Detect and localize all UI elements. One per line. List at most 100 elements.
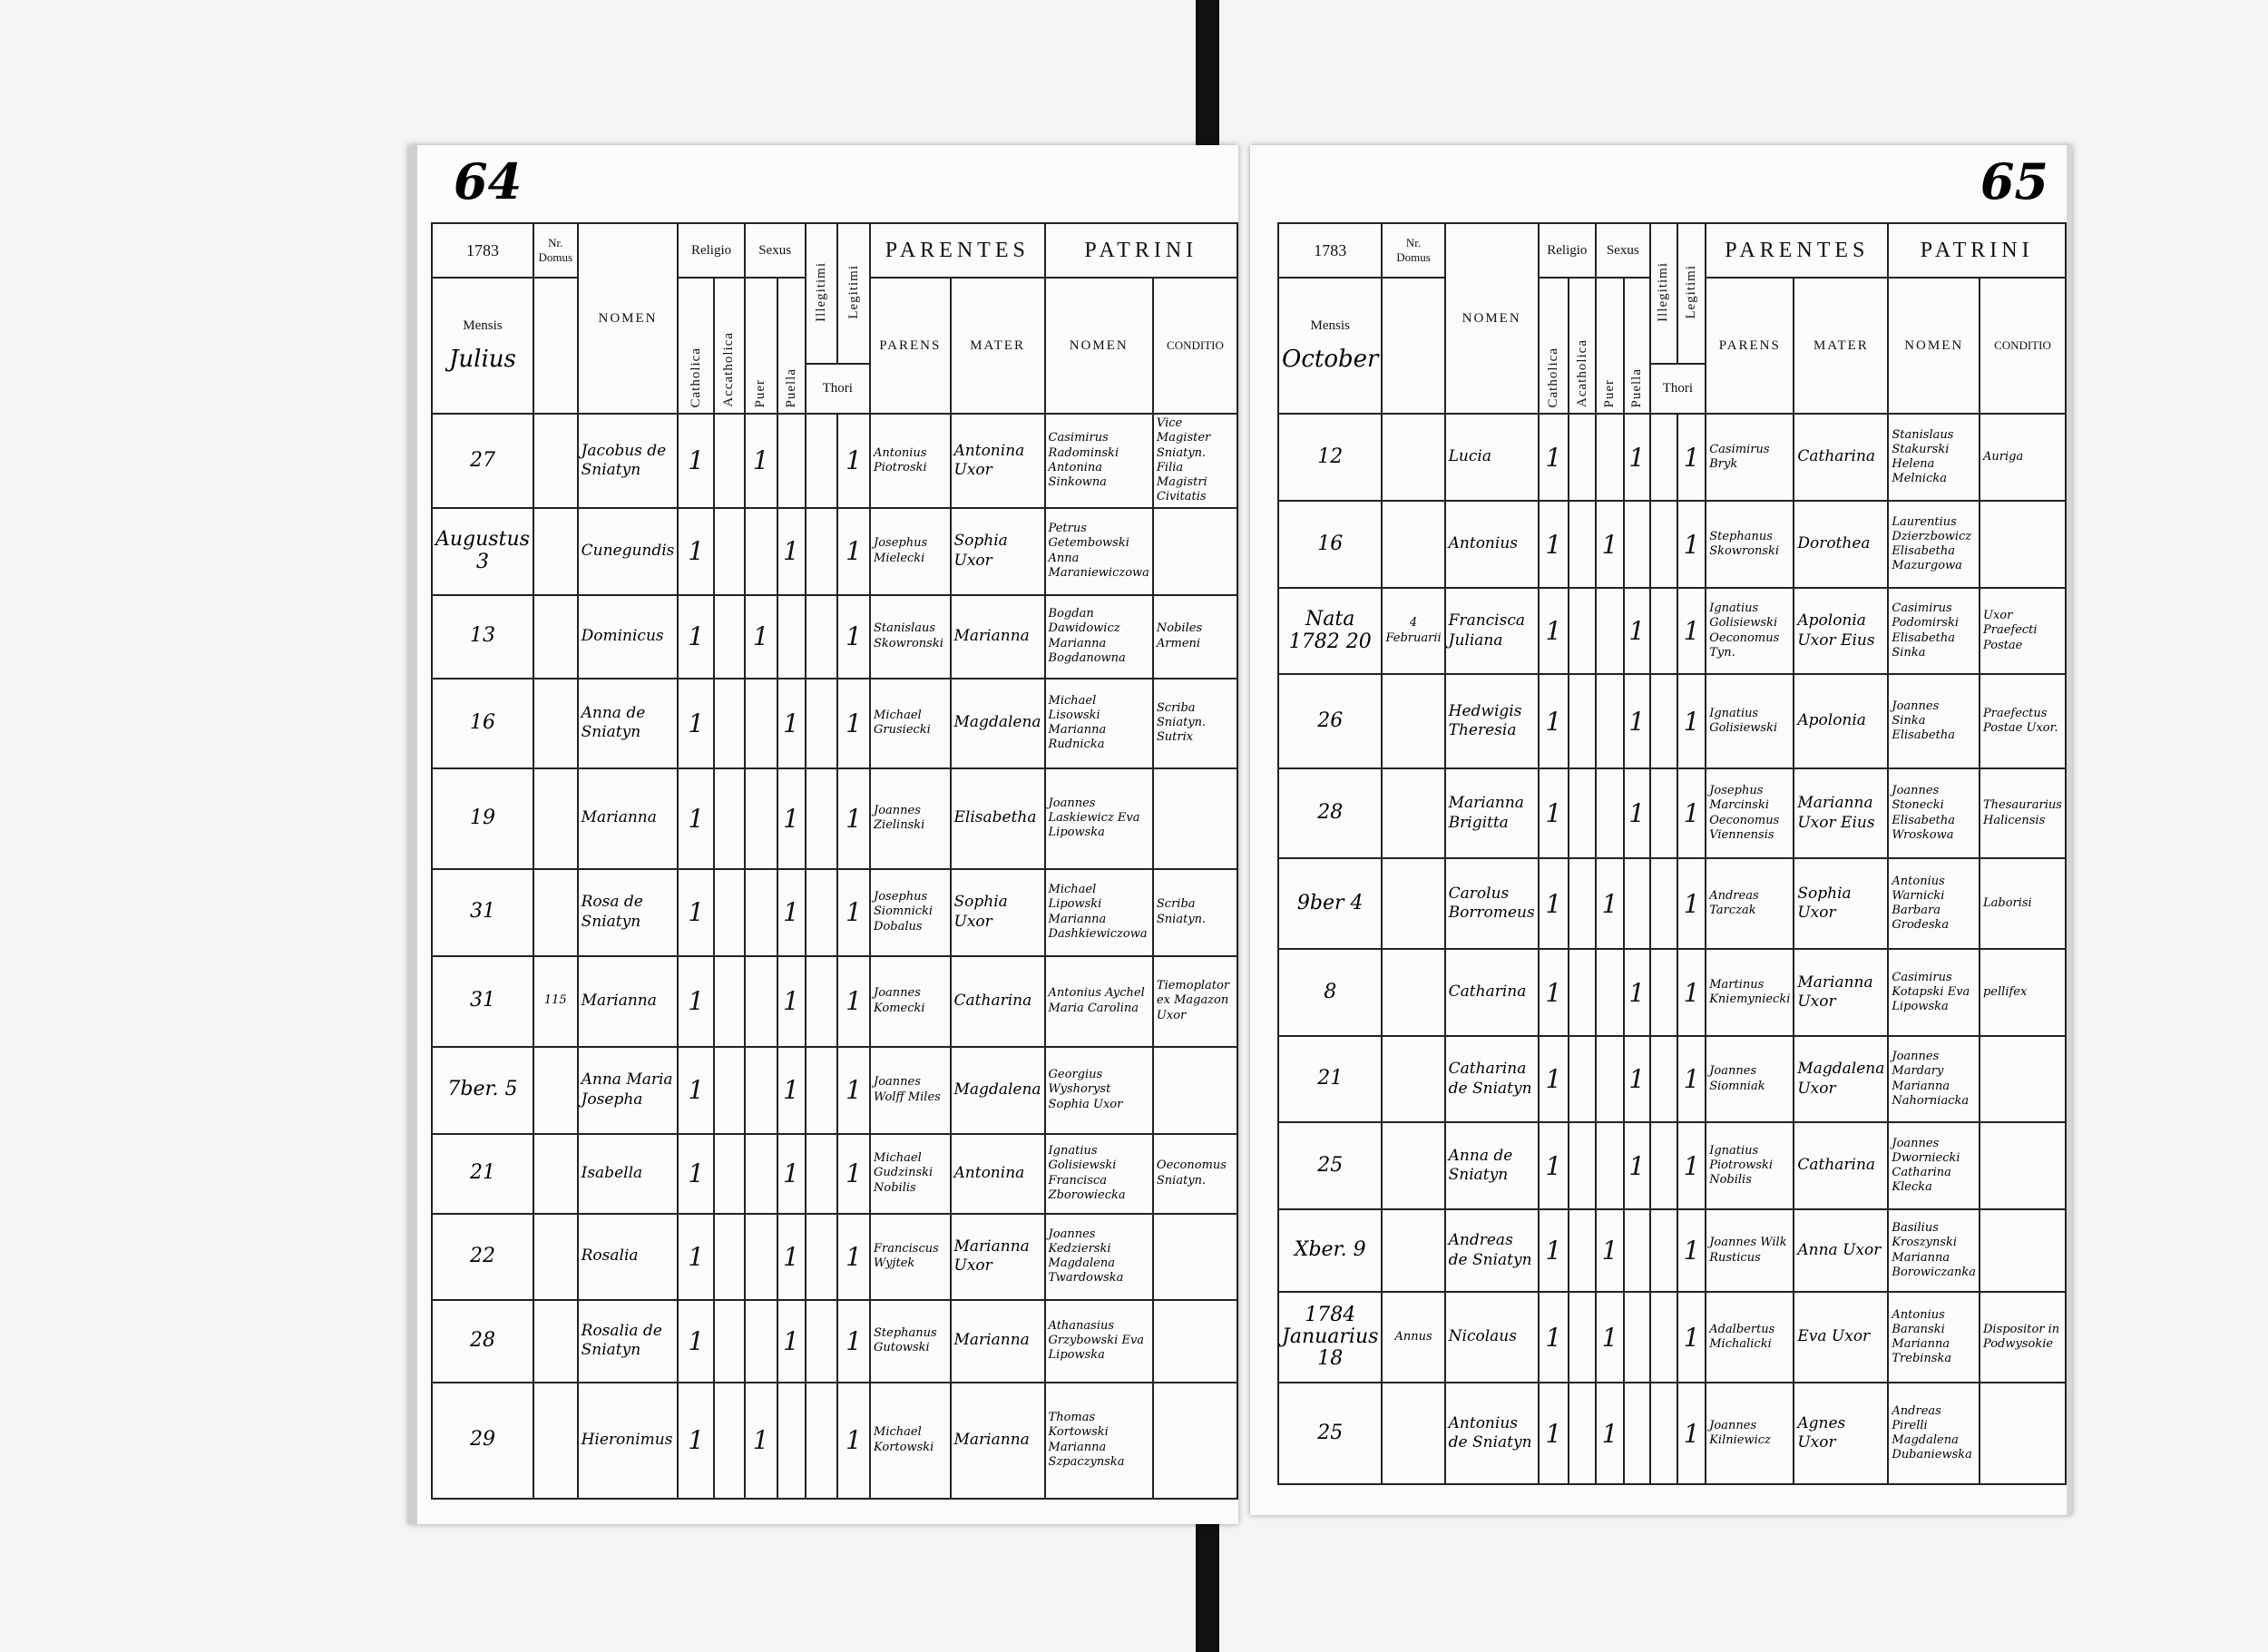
entry-puella: 1	[776, 1212, 807, 1301]
entry-day: 21	[431, 1132, 534, 1215]
nr-domus-header: Nr. Domus	[1381, 222, 1446, 279]
entry-catholica: 1	[1537, 1121, 1570, 1210]
register-entry-row: 22 Rosalia 1 1 1 Franciscus Wyjtek Marianna Ux…	[431, 1212, 1239, 1301]
entry-domus	[532, 506, 579, 596]
conditio-header: CONDITIO	[1151, 277, 1239, 415]
acatholica-header-label: Acatholica	[1574, 339, 1589, 407]
catholica-header-label: Catholica	[688, 347, 703, 407]
register-entry-row: 9ber 4 Carolus Borromeus 1 1 1 Andreas Tarcza…	[1276, 857, 2068, 950]
entry-mater: Marianna	[949, 1381, 1046, 1500]
entry-day: 16	[1276, 500, 1383, 589]
entry-parens: Joannes Kilniewicz	[1705, 1382, 1795, 1485]
entry-nomen: Andreas de Sniatyn	[1443, 1208, 1540, 1293]
entry-conditio	[1978, 1382, 2068, 1485]
entry-illegitimi	[804, 1298, 839, 1383]
entry-puer: 1	[743, 413, 778, 509]
entry-patrini-nomen: Athanasius Grzybowski Eva Lipowska	[1043, 1298, 1154, 1383]
entry-patrini-nomen: Basilius Kroszynski Marianna Borowiczank…	[1887, 1208, 1980, 1293]
entry-catholica: 1	[1537, 1035, 1570, 1123]
entry-puer	[1594, 413, 1626, 502]
entry-day: 25	[1276, 1121, 1383, 1210]
register-entry-row: 29 Hieronimus 1 1 1 Michael Kortowski Marianna…	[431, 1381, 1239, 1500]
entry-acatholica	[713, 767, 746, 870]
entry-catholica: 1	[677, 954, 716, 1048]
entry-parens: Franciscus Wyjtek	[869, 1212, 952, 1301]
header-row: 1783 Nr. Domus NOMEN Religio Sexus Illegitimi L…	[1276, 222, 2067, 415]
acatholica-header: Accatholica	[713, 277, 746, 415]
entry-legitimi: 1	[1677, 673, 1707, 769]
register-entry-row: 31 Rosa de Sniatyn 1 1 1 Josephus Siomnicki D…	[431, 867, 1239, 957]
register-entry-row: Xber. 9 Andreas de Sniatyn 1 1 1 Joannes Wilk…	[1276, 1208, 2068, 1293]
entry-catholica: 1	[1537, 857, 1570, 950]
entry-domus	[532, 677, 579, 769]
register-entry-row: 12 Lucia 1 1 1 Casimirus Bryk Catharina Stanisl…	[1276, 413, 2068, 502]
entry-legitimi: 1	[1677, 1121, 1707, 1210]
book-spine-bottom	[1196, 1517, 1219, 1652]
header-row: 1783 Nr. Domus NOMEN Religio Sexus Illegitimi L…	[431, 222, 1239, 415]
entry-domus	[1381, 1208, 1446, 1293]
entry-catholica: 1	[1537, 500, 1570, 589]
entry-conditio: Oeconomus Sniatyn.	[1151, 1132, 1239, 1215]
entry-acatholica	[713, 1045, 746, 1135]
entry-puer: 1	[1594, 1291, 1626, 1383]
entry-conditio	[1978, 1208, 2068, 1293]
entry-patrini-nomen: Ignatius Golisiewski Francisca Zborowiec…	[1043, 1132, 1154, 1215]
register-entry-row: 13 Dominicus 1 1 1 Stanislaus Skowronski Maria…	[431, 593, 1239, 679]
entry-puer	[1594, 587, 1626, 675]
entry-nomen: Isabella	[576, 1132, 679, 1215]
entry-illegitimi	[1648, 948, 1679, 1037]
entry-nomen: Antonius de Sniatyn	[1443, 1382, 1540, 1485]
entry-nomen: Lucia	[1443, 413, 1540, 502]
entry-conditio: Uxor Praefecti Postae	[1978, 587, 2068, 675]
register-page-right: 65 1783 Nr. Domus NOMEN Religio Sexus Illegiti…	[1250, 145, 2072, 1515]
entry-puella: 1	[1623, 413, 1651, 502]
entry-illegitimi	[804, 677, 839, 769]
entry-nomen: Rosa de Sniatyn	[576, 867, 679, 957]
entry-illegitimi	[1648, 413, 1679, 502]
catholica-header-label: Catholica	[1545, 347, 1560, 407]
nr-label: Nr.	[548, 236, 563, 249]
entry-catholica: 1	[677, 1381, 716, 1500]
entry-mater: Marianna Uxor Eius	[1793, 767, 1890, 859]
entry-mater: Magdalena	[949, 677, 1046, 769]
entry-mater: Sophia Uxor	[1793, 857, 1890, 950]
entry-illegitimi	[804, 1212, 839, 1301]
entry-nomen: Rosalia	[576, 1212, 679, 1301]
entry-acatholica	[713, 867, 746, 957]
mater-header: MATER	[949, 277, 1046, 415]
entry-parens: Michael Grusiecki	[869, 677, 952, 769]
entry-conditio: Nobiles Armeni	[1151, 593, 1239, 679]
entry-legitimi: 1	[836, 767, 872, 870]
entry-puer	[743, 867, 778, 957]
entry-nomen: Catharina	[1443, 948, 1540, 1037]
entry-mater: Apolonia Uxor Eius	[1793, 587, 1890, 675]
entry-legitimi: 1	[836, 1298, 872, 1383]
entry-parens: Joannes Wilk Rusticus	[1705, 1208, 1795, 1293]
thori-header: Thori	[1648, 363, 1707, 415]
header-row: Thori	[1278, 363, 2066, 415]
acatholica-header: Acatholica	[1568, 277, 1597, 415]
legitimi-header-label: Legitimi	[1684, 264, 1699, 319]
entry-patrini-nomen: Joannes Laskiewicz Eva Lipowska	[1043, 767, 1154, 870]
nr-label: Nr.	[1405, 236, 1422, 249]
entry-nomen: Hieronimus	[576, 1381, 679, 1500]
year-header: 1783	[431, 222, 534, 279]
header-row: Thori	[432, 363, 1237, 415]
illegitimi-header-label: Illegitimi	[1656, 261, 1671, 322]
parentes-header: PARENTES	[869, 222, 1046, 279]
entry-mater: Anna Uxor	[1793, 1208, 1890, 1293]
entry-parens: Ignatius Piotrowski Nobilis	[1705, 1121, 1795, 1210]
entry-parens: Ignatius Golisiewski	[1705, 673, 1795, 769]
entry-acatholica	[713, 677, 746, 769]
thori-header: Thori	[804, 363, 872, 415]
entry-puella: 1	[1623, 948, 1651, 1037]
entry-day: 7ber. 5	[431, 1045, 534, 1135]
puer-header-label: Puer	[1602, 378, 1618, 408]
register-entry-row: Augustus 3 Cunegundis 1 1 1 Josephus Mielecki…	[431, 506, 1239, 596]
entry-illegitimi	[1648, 587, 1679, 675]
entry-patrini-nomen: Michael Lipowski Marianna Dashkiewiczowa	[1043, 867, 1154, 957]
entry-puella: 1	[1623, 767, 1651, 859]
register-entry-row: 28 Marianna Brigitta 1 1 1 Josephus Marcinski…	[1276, 767, 2068, 859]
entry-conditio: Praefectus Postae Uxor.	[1978, 673, 2068, 769]
entry-parens: Adalbertus Michalicki	[1705, 1291, 1795, 1383]
